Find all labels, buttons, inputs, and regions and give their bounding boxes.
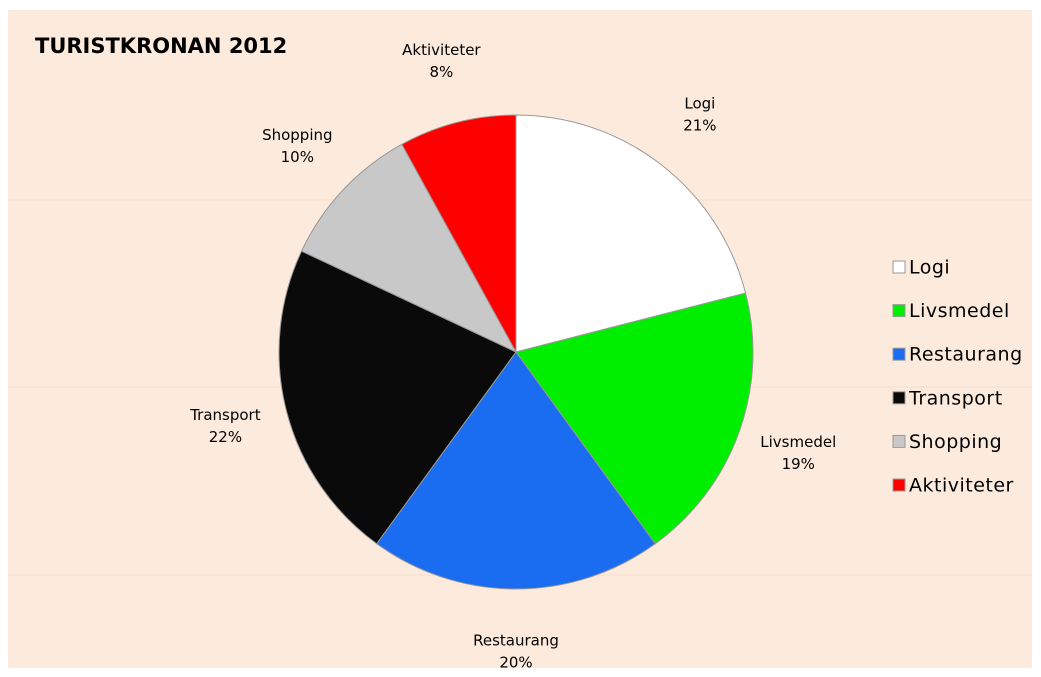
- chart-title: TURISTKRONAN 2012: [35, 34, 287, 58]
- legend-swatch: [892, 391, 906, 405]
- slice-label-value: 21%: [683, 116, 716, 134]
- slice-label-value: 10%: [281, 148, 314, 166]
- pie-slice: [515, 114, 747, 353]
- legend-label: Livsmedel: [909, 300, 1010, 322]
- legend-swatch: [892, 347, 906, 361]
- slice-label-name: Logi: [684, 94, 715, 112]
- pie-slice: [401, 114, 517, 353]
- slice-label-value: 20%: [499, 654, 532, 672]
- slice-label-value: 22%: [209, 428, 242, 446]
- slice-label-name: Aktiviteter: [402, 41, 481, 59]
- legend-label: Restaurang: [909, 344, 1023, 366]
- legend-label: Shopping: [909, 431, 1002, 453]
- slice-label-name: Livsmedel: [760, 433, 836, 451]
- pie-slice: [375, 351, 657, 590]
- slice-label-value: 8%: [429, 63, 453, 81]
- pie-slice: [300, 143, 518, 354]
- legend-label: Transport: [908, 387, 1003, 409]
- legend-label: Logi: [909, 257, 950, 279]
- pie-slice: [515, 292, 754, 545]
- slice-label-name: Restaurang: [473, 632, 559, 650]
- legend-swatch: [892, 478, 906, 492]
- legend-swatch: [892, 434, 906, 448]
- legend-swatch: [892, 260, 906, 274]
- slice-label-value: 19%: [782, 455, 815, 473]
- legend-swatch: [892, 304, 906, 318]
- legend-label: Aktiviteter: [909, 475, 1014, 497]
- slice-label-name: Transport: [189, 406, 261, 424]
- slice-label-name: Shopping: [262, 126, 332, 144]
